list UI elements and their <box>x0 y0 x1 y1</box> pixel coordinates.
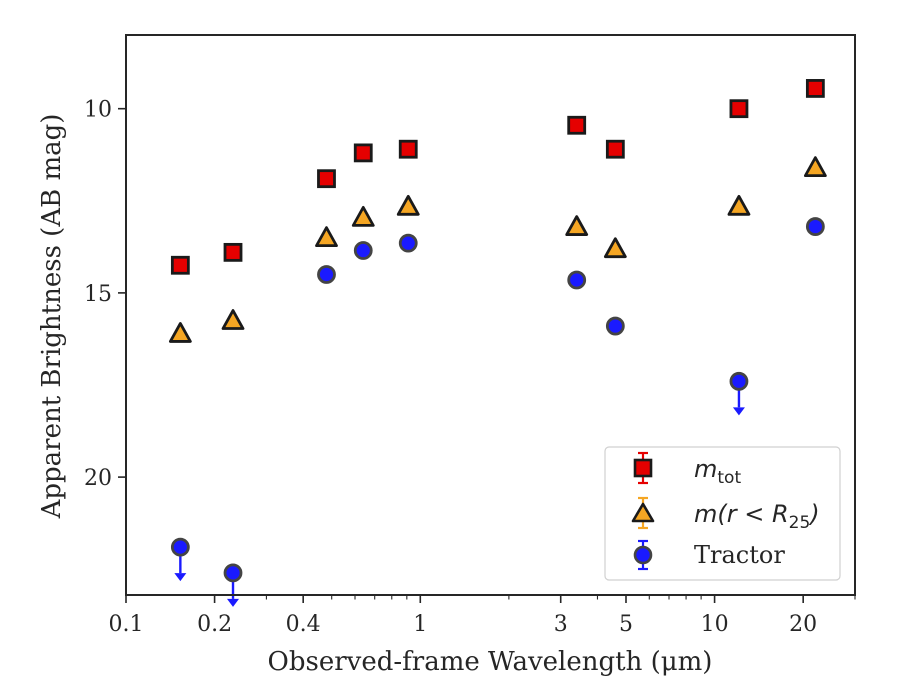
x-tick-label: 10 <box>701 612 729 637</box>
data-point-circle <box>353 241 373 260</box>
series-square <box>170 79 825 275</box>
y-tick-label: 10 <box>84 98 112 123</box>
data-point-circle <box>729 371 749 391</box>
data-point-triangle <box>221 309 245 330</box>
legend: mtot m(r < R25) Tractor <box>604 446 841 581</box>
data-point-square <box>805 79 825 98</box>
x-axis-title: Observed-frame Wavelength (μm) <box>268 647 713 677</box>
legend-label-r25: m(r < R25) <box>694 500 820 533</box>
data-point-triangle <box>727 194 751 216</box>
data-point-circle <box>170 537 190 557</box>
data-point-square <box>398 139 418 159</box>
legend-label-mtot: mtot <box>694 455 741 488</box>
upper-limit-arrowhead <box>227 598 240 607</box>
data-point-triangle <box>803 156 827 178</box>
axis-ticks: 0.1 0.2 0.4 1 3 5 10 20 10 15 20 <box>84 98 856 637</box>
data-point-triangle <box>351 205 375 227</box>
data-point-square <box>223 242 243 262</box>
y-tick-label: 20 <box>84 466 112 491</box>
data-point-square <box>353 143 373 163</box>
x-tick-label: 0.1 <box>109 612 144 637</box>
data-point-triangle <box>315 226 338 248</box>
data-point-circle <box>567 270 587 290</box>
data-point-triangle <box>396 194 420 216</box>
plot-area <box>168 79 827 607</box>
x-tick-label: 5 <box>619 612 633 637</box>
legend-marker-tractor <box>633 539 653 571</box>
data-point-triangle <box>603 237 627 259</box>
x-tick-label: 0.4 <box>286 612 321 637</box>
y-tick-label: 15 <box>84 282 112 307</box>
legend-marker-mtot <box>633 451 653 485</box>
x-tick-label: 3 <box>554 612 568 637</box>
data-point-triangle <box>168 322 192 343</box>
data-point-square <box>729 99 749 119</box>
plot-frame <box>125 34 856 596</box>
data-point-square <box>605 139 625 159</box>
data-point-circle <box>223 563 243 583</box>
data-point-triangle <box>565 215 589 236</box>
legend-marker-r25 <box>631 496 655 530</box>
x-tick-label: 0.2 <box>197 612 232 637</box>
series-triangle <box>168 156 827 343</box>
x-tick-label: 1 <box>413 612 427 637</box>
legend-box <box>604 446 841 581</box>
data-point-square <box>567 115 587 135</box>
data-point-circle <box>317 265 336 284</box>
y-axis-title: Apparent Brightness (AB mag) <box>37 114 67 520</box>
upper-limit-arrowhead <box>732 407 745 416</box>
data-point-square <box>170 255 190 275</box>
data-point-circle <box>605 316 625 336</box>
data-point-circle <box>398 233 418 253</box>
upper-limit-arrowhead <box>174 573 187 582</box>
legend-label-tractor: Tractor <box>694 541 785 569</box>
series-circle <box>170 217 825 607</box>
x-tick-label: 20 <box>789 612 817 637</box>
data-point-square <box>317 169 336 189</box>
data-point-circle <box>805 217 825 236</box>
